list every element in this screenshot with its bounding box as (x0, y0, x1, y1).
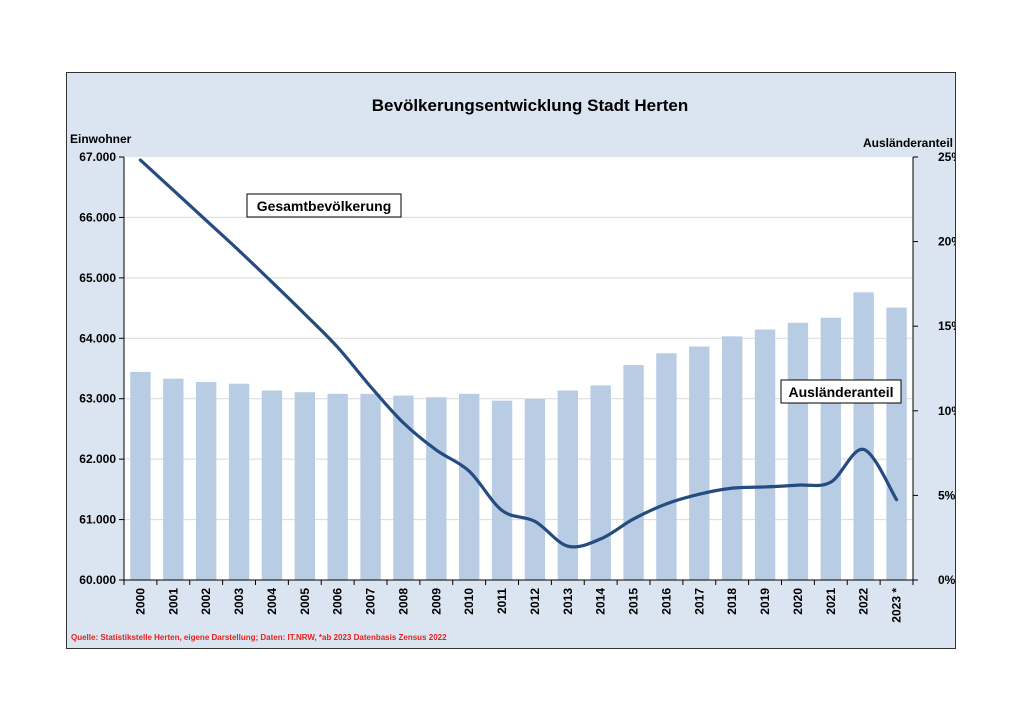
left-tick-label: 65.000 (79, 271, 116, 285)
chart-title: Bevölkerungsentwicklung Stadt Herten (372, 96, 688, 115)
label-layer: 60.000 61.000 62.000 63.000 64.000 65.000 66.0… (79, 150, 955, 623)
left-tick-label: 60.000 (79, 573, 116, 587)
x-tick-label: 2011 (495, 588, 509, 614)
bar-auslaenderanteil (656, 353, 677, 580)
left-tick-label: 63.000 (79, 392, 116, 406)
bar-auslaenderanteil (820, 317, 842, 580)
bar-auslaenderanteil (360, 393, 381, 580)
plot-area (124, 157, 913, 580)
x-tick-label: 2005 (298, 588, 312, 615)
annotation-auslaenderanteil-text: Ausländeranteil (788, 384, 893, 400)
x-tick-label: 2016 (659, 588, 673, 615)
x-tick-label: 2002 (199, 588, 213, 615)
bar-auslaenderanteil (721, 336, 743, 580)
bar-auslaenderanteil (590, 385, 611, 580)
x-tick-label: 2023 * (890, 588, 904, 623)
bar-auslaenderanteil (689, 346, 710, 580)
x-tick-label: 2020 (791, 588, 805, 615)
right-tick-label: 10% (938, 404, 955, 418)
bar-auslaenderanteil (524, 398, 546, 580)
x-tick-label: 2014 (594, 588, 608, 615)
x-tick-label: 2017 (692, 588, 706, 615)
source-note: Quelle: Statistikstelle Herten, eigene D… (71, 633, 447, 642)
x-tick-label: 2021 (824, 588, 838, 615)
x-tick-label: 2004 (265, 588, 279, 615)
left-tick-label: 66.000 (79, 210, 116, 224)
right-axis-label: Ausländeranteil (863, 136, 953, 150)
line-layer (138, 158, 899, 549)
x-tick-label: 2008 (396, 588, 410, 615)
x-tick-label: 2018 (725, 588, 739, 615)
bar-auslaenderanteil (787, 322, 809, 580)
chart-svg: Bevölkerungsentwicklung Stadt Herten Ein… (70, 96, 955, 642)
bar-auslaenderanteil (853, 292, 874, 580)
bar-auslaenderanteil (426, 397, 447, 580)
bar-auslaenderanteil (327, 393, 348, 580)
x-tick-label: 2010 (462, 588, 476, 615)
line-gesamtbevoelkerung (138, 158, 899, 549)
bar-auslaenderanteil (623, 365, 644, 580)
left-axis-label: Einwohner (70, 132, 132, 146)
x-tick-label: 2001 (166, 588, 180, 615)
x-tick-label: 2009 (429, 588, 443, 615)
x-tick-label: 2007 (364, 588, 378, 615)
bar-auslaenderanteil (261, 390, 283, 580)
bar-auslaenderanteil (458, 393, 480, 580)
chart-frame: Bevölkerungsentwicklung Stadt Herten Ein… (66, 72, 956, 649)
right-tick-label: 5% (938, 488, 955, 502)
bar-auslaenderanteil (491, 400, 513, 580)
x-tick-label: 2022 (857, 588, 871, 615)
x-tick-label: 2012 (528, 588, 542, 615)
x-tick-label: 2000 (133, 588, 147, 615)
x-tick-label: 2015 (627, 588, 641, 615)
bar-auslaenderanteil (163, 378, 184, 580)
left-tick-label: 64.000 (79, 331, 116, 345)
annotation-gesamtbevoelkerung: Gesamtbevölkerung (246, 193, 402, 218)
bar-auslaenderanteil (294, 392, 316, 580)
axis-layer (119, 156, 918, 585)
bar-auslaenderanteil (130, 371, 151, 580)
right-tick-label: 15% (938, 319, 955, 333)
left-tick-label: 61.000 (79, 513, 116, 527)
annotation-gesamtbevoelkerung-box (246, 193, 402, 218)
right-tick-label: 25% (938, 150, 955, 164)
right-tick-label: 0% (938, 573, 955, 587)
annotation-gesamtbevoelkerung-text: Gesamtbevölkerung (257, 198, 392, 214)
bar-auslaenderanteil (228, 383, 250, 580)
bar-auslaenderanteil (195, 382, 217, 580)
x-tick-label: 2019 (758, 588, 772, 615)
left-tick-label: 62.000 (79, 452, 116, 466)
right-tick-label: 20% (938, 235, 955, 249)
bar-auslaenderanteil (393, 395, 414, 580)
left-tick-label: 67.000 (79, 150, 116, 164)
x-tick-label: 2013 (561, 588, 575, 615)
annotation-auslaenderanteil-box (780, 379, 902, 404)
x-tick-label: 2006 (331, 588, 345, 615)
annotation-auslaenderanteil: Ausländeranteil (780, 379, 902, 404)
bar-auslaenderanteil (557, 390, 579, 580)
bar-auslaenderanteil (886, 307, 907, 580)
bar-auslaenderanteil (754, 329, 776, 580)
x-tick-label: 2003 (232, 588, 246, 615)
grid-layer (124, 216, 913, 521)
